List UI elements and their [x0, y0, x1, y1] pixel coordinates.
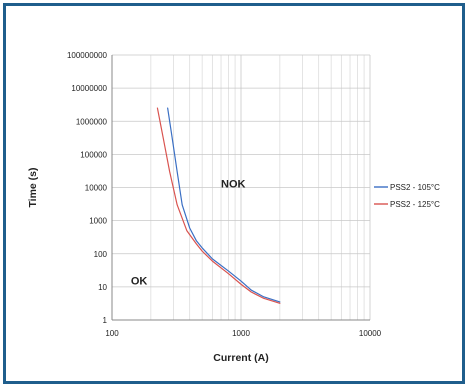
- x-tick-labels: 100 1000 10000: [105, 329, 381, 338]
- legend-label-2: PSS2 - 125°C: [390, 200, 440, 209]
- series-line-1: [167, 107, 281, 303]
- legend: PSS2 - 105°C PSS2 - 125°C: [374, 183, 440, 209]
- axes: [111, 55, 370, 321]
- region-label-ok: OK: [131, 275, 148, 287]
- gridlines: [111, 54, 371, 321]
- annotations: NOK OK: [131, 179, 246, 288]
- y-tick-label: 10000000: [71, 84, 107, 93]
- legend-label-1: PSS2 - 105°C: [390, 183, 440, 192]
- x-tick-label: 100: [105, 329, 119, 338]
- x-axis-title: Current (A): [213, 352, 268, 364]
- region-label-nok: NOK: [221, 179, 246, 191]
- x-tick-label: 1000: [232, 329, 250, 338]
- series-lines: [156, 107, 281, 304]
- y-axis-title: Time (s): [27, 167, 39, 207]
- y-tick-label: 1000: [89, 217, 107, 226]
- y-tick-label: 100: [94, 250, 108, 259]
- y-tick-label: 10000: [85, 184, 108, 193]
- y-tick-label: 10: [98, 283, 107, 292]
- y-tick-label: 100000000: [67, 51, 108, 60]
- y-tick-label: 1: [103, 316, 108, 325]
- x-tick-label: 10000: [359, 329, 382, 338]
- y-tick-label: 100000: [80, 150, 107, 159]
- y-tick-label: 1000000: [76, 117, 108, 126]
- y-tick-labels: 1 10 100 1000 10000 100000 1000000 10000000 1000…: [67, 51, 108, 325]
- series-line-2: [156, 107, 281, 304]
